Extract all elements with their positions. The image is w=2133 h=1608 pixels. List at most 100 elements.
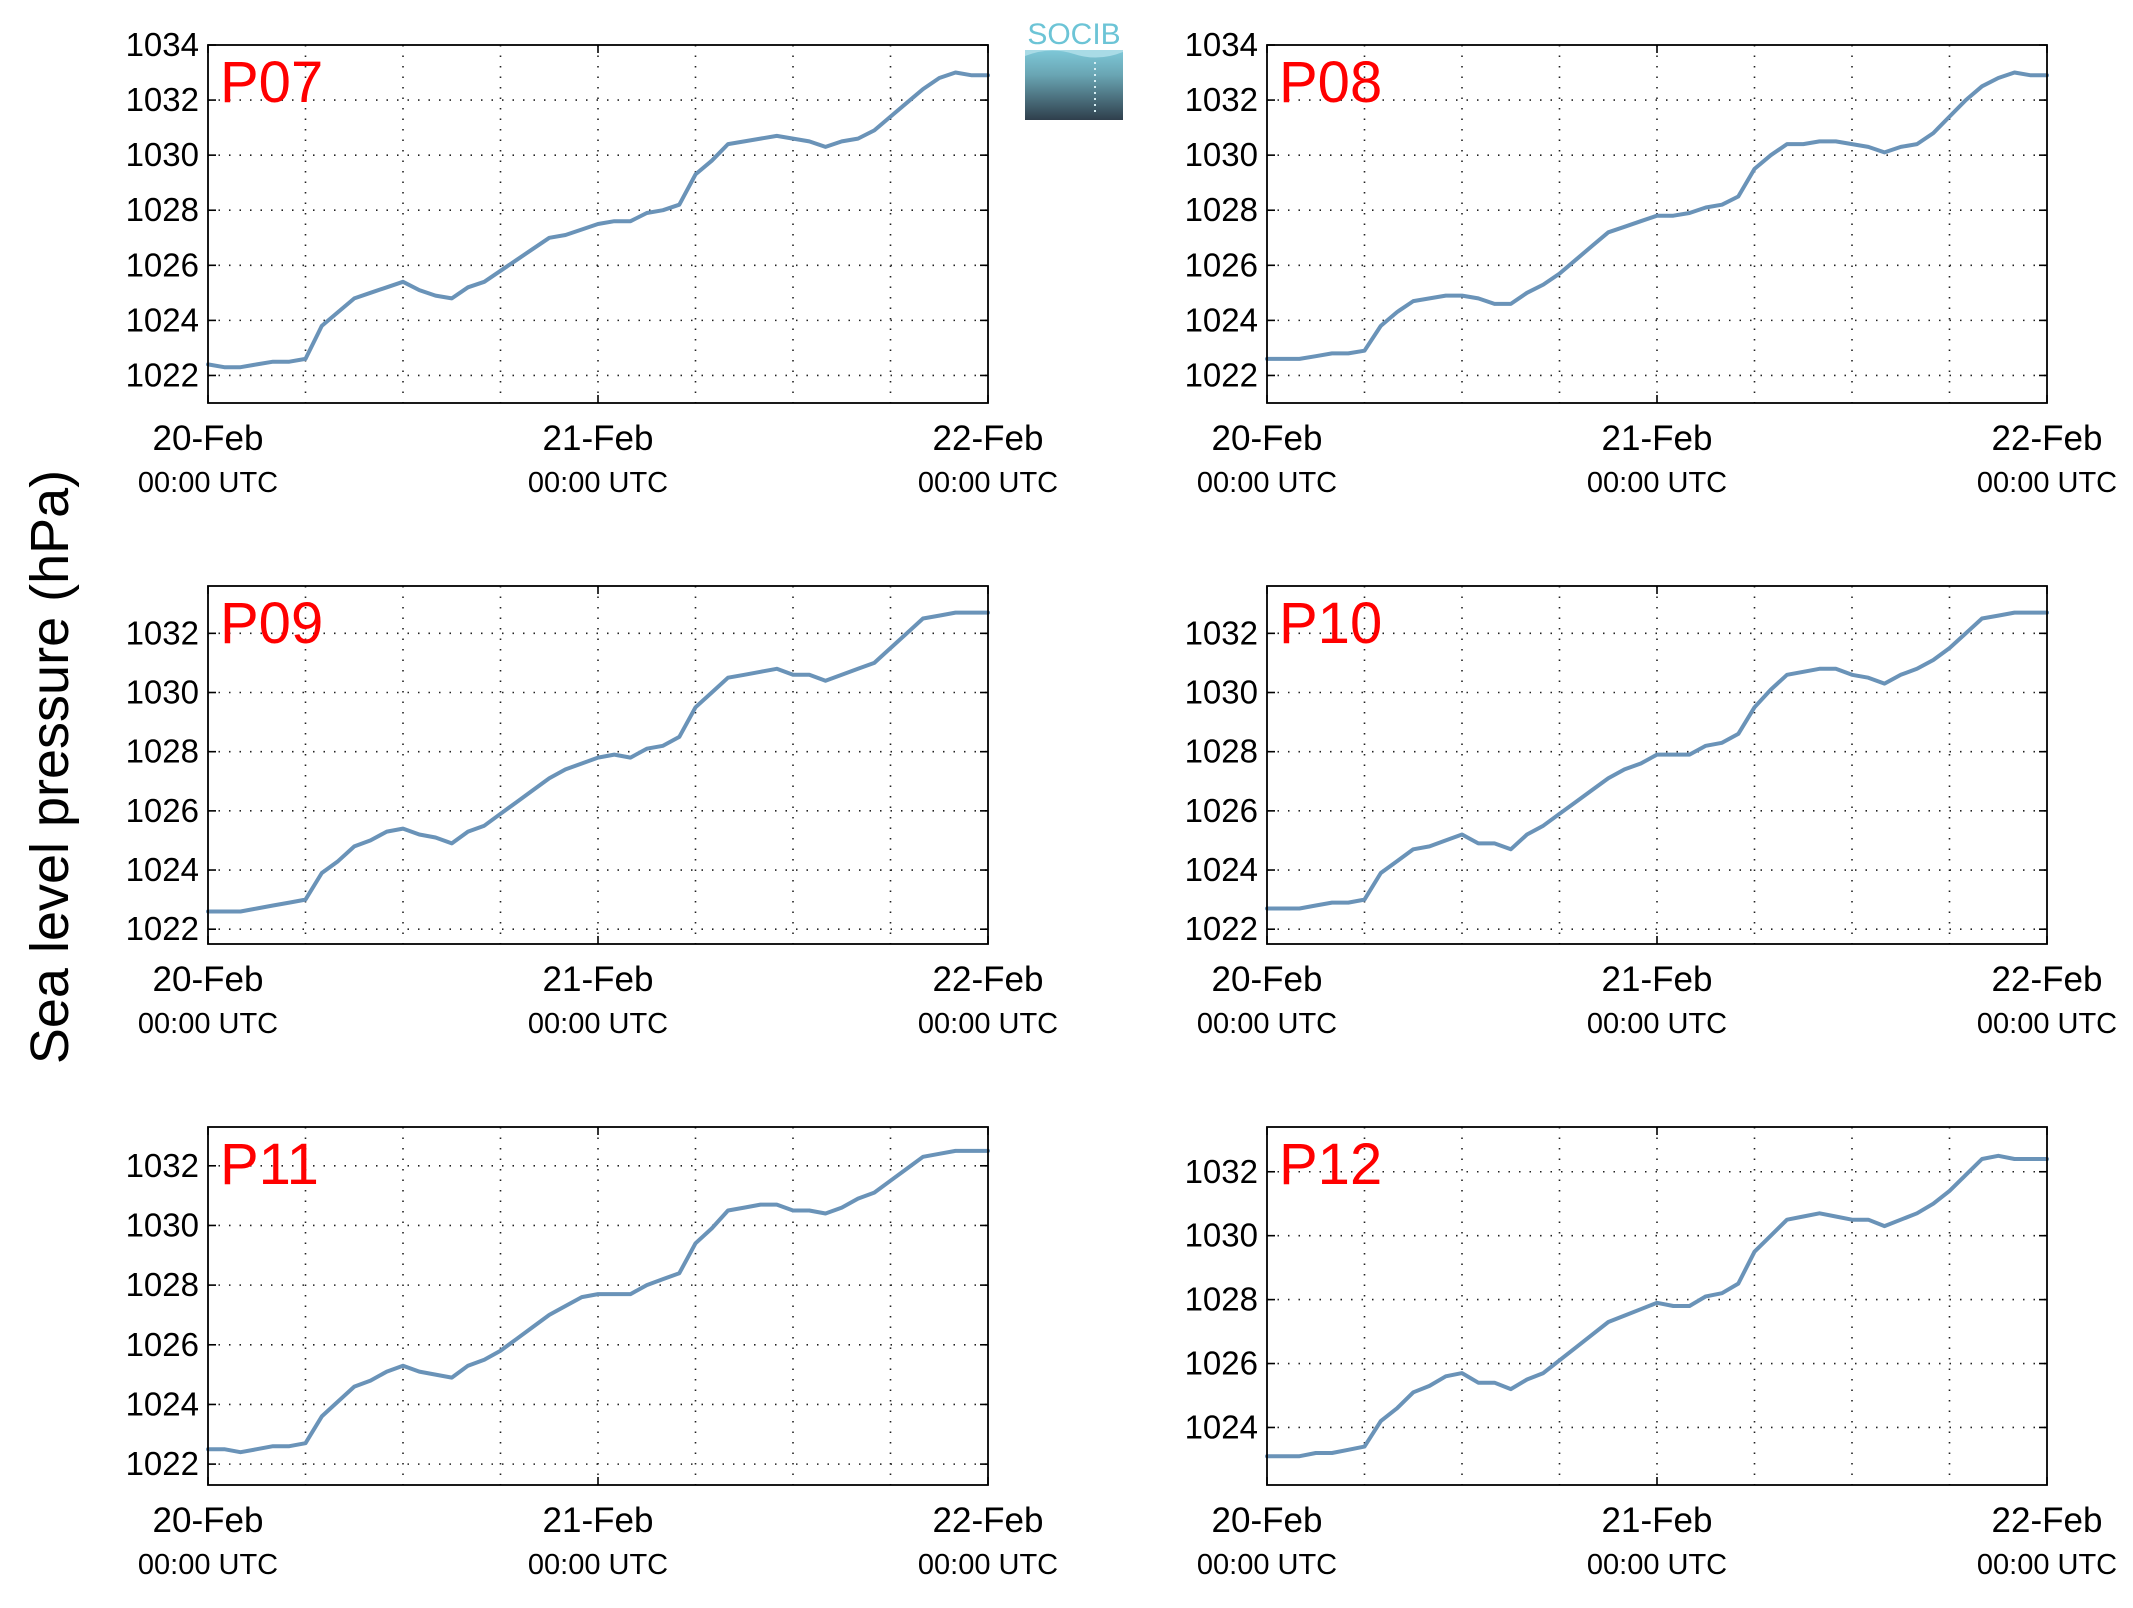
y-tick-label: 1030 bbox=[1185, 674, 1258, 711]
logo-text: SOCIB bbox=[1027, 18, 1120, 51]
x-tick-label-time: 00:00 UTC bbox=[1197, 467, 1337, 499]
x-tick-label-day: 21-Feb bbox=[1602, 960, 1713, 999]
x-tick-label-time: 00:00 UTC bbox=[1197, 1549, 1337, 1581]
x-tick-label-time: 00:00 UTC bbox=[138, 1008, 278, 1040]
axes-frame bbox=[1266, 1126, 2048, 1486]
y-tick-label: 1032 bbox=[126, 1147, 199, 1184]
series-line bbox=[206, 610, 990, 914]
axes-frame bbox=[207, 585, 989, 945]
axes-frame bbox=[207, 44, 989, 404]
y-tick-label: 1032 bbox=[1185, 614, 1258, 651]
y-tick-label: 1026 bbox=[126, 1326, 199, 1363]
y-tick-label: 1028 bbox=[126, 1266, 199, 1303]
y-tick-label: 1024 bbox=[126, 1385, 199, 1422]
y-tick-label: 1034 bbox=[126, 26, 199, 63]
socib-logo: SOCIB bbox=[1025, 18, 1123, 120]
y-tick-label: 1022 bbox=[126, 910, 199, 947]
panel-title: P11 bbox=[220, 1132, 319, 1197]
y-tick-label: 1024 bbox=[1185, 1408, 1258, 1445]
x-tick-label-day: 20-Feb bbox=[153, 419, 264, 458]
x-tick-label-day: 22-Feb bbox=[1992, 1501, 2103, 1540]
series-line bbox=[1265, 70, 2049, 361]
panel-p07: 1022 1024 1026 1028 1030 1032 1034 20-Feb 00:00 … bbox=[126, 26, 1059, 499]
panel-title: P10 bbox=[1279, 591, 1382, 656]
y-axis-label: Sea level pressure (hPa) bbox=[20, 470, 80, 1064]
y-tick-label: 1022 bbox=[126, 1445, 199, 1482]
y-tick-label: 1024 bbox=[126, 851, 199, 888]
x-tick-label-day: 20-Feb bbox=[153, 1501, 264, 1540]
panel-p10: 1022 1024 1026 1028 1030 1032 20-Feb 00:00 UTC 2… bbox=[1185, 585, 2117, 1040]
panel-title: P07 bbox=[220, 50, 323, 115]
x-tick-label-day: 22-Feb bbox=[933, 419, 1044, 458]
y-tick-label: 1032 bbox=[1185, 1153, 1258, 1190]
x-tick-label-time: 00:00 UTC bbox=[1977, 1008, 2117, 1040]
y-tick-label: 1026 bbox=[1185, 246, 1258, 283]
y-tick-label: 1024 bbox=[1185, 851, 1258, 888]
x-tick-label-day: 21-Feb bbox=[543, 419, 654, 458]
x-tick-label-day: 22-Feb bbox=[1992, 419, 2103, 458]
x-tick-label-day: 22-Feb bbox=[933, 1501, 1044, 1540]
panel-title: P12 bbox=[1279, 1132, 1382, 1197]
series-line bbox=[1265, 1153, 2049, 1459]
x-tick-label-time: 00:00 UTC bbox=[1977, 1549, 2117, 1581]
y-tick-label: 1030 bbox=[1185, 1217, 1258, 1254]
y-tick-label: 1024 bbox=[126, 301, 199, 338]
logo-block bbox=[1025, 50, 1123, 120]
panel-title: P09 bbox=[220, 591, 323, 656]
x-tick-label-time: 00:00 UTC bbox=[528, 1008, 668, 1040]
y-tick-label: 1030 bbox=[1185, 136, 1258, 173]
x-tick-label-time: 00:00 UTC bbox=[1587, 1008, 1727, 1040]
panel-p09: 1022 1024 1026 1028 1030 1032 20-Feb 00:00 UTC 2… bbox=[126, 585, 1058, 1040]
series-line bbox=[206, 70, 990, 370]
x-tick-label-time: 00:00 UTC bbox=[1197, 1008, 1337, 1040]
x-tick-label-day: 22-Feb bbox=[1992, 960, 2103, 999]
series-line bbox=[1265, 610, 2049, 911]
y-tick-label: 1028 bbox=[126, 733, 199, 770]
x-tick-label-time: 00:00 UTC bbox=[1587, 1549, 1727, 1581]
x-tick-label-day: 20-Feb bbox=[153, 960, 264, 999]
y-tick-label: 1024 bbox=[1185, 301, 1258, 338]
y-tick-label: 1028 bbox=[126, 191, 199, 228]
x-tick-label-day: 20-Feb bbox=[1212, 419, 1323, 458]
y-tick-label: 1030 bbox=[126, 674, 199, 711]
x-tick-label-time: 00:00 UTC bbox=[138, 1549, 278, 1581]
panel-p11: 1022 1024 1026 1028 1030 1032 20-Feb 00:00 UTC 2… bbox=[126, 1126, 1058, 1581]
panel-p08: 1022 1024 1026 1028 1030 1032 1034 20-Feb 00:00 … bbox=[1185, 26, 2118, 499]
y-tick-label: 1030 bbox=[126, 136, 199, 173]
y-tick-label: 1022 bbox=[126, 356, 199, 393]
x-tick-label-day: 21-Feb bbox=[543, 960, 654, 999]
x-tick-label-time: 00:00 UTC bbox=[1587, 467, 1727, 499]
x-tick-label-time: 00:00 UTC bbox=[528, 467, 668, 499]
x-tick-label-day: 22-Feb bbox=[933, 960, 1044, 999]
y-tick-label: 1026 bbox=[1185, 792, 1258, 829]
x-tick-label-time: 00:00 UTC bbox=[1977, 467, 2117, 499]
x-tick-label-time: 00:00 UTC bbox=[918, 1008, 1058, 1040]
axes-frame bbox=[207, 1126, 989, 1486]
axes-frame bbox=[1266, 44, 2048, 404]
x-tick-label-time: 00:00 UTC bbox=[918, 1549, 1058, 1581]
panel-p12: 1024 1026 1028 1030 1032 20-Feb 00:00 UTC 21-Fe… bbox=[1185, 1126, 2117, 1581]
y-tick-label: 1030 bbox=[126, 1206, 199, 1243]
x-tick-label-day: 21-Feb bbox=[1602, 1501, 1713, 1540]
panel-title: P08 bbox=[1279, 50, 1382, 115]
y-tick-label: 1032 bbox=[126, 81, 199, 118]
y-tick-label: 1034 bbox=[1185, 26, 1258, 63]
x-tick-label-day: 20-Feb bbox=[1212, 1501, 1323, 1540]
y-tick-label: 1022 bbox=[1185, 910, 1258, 947]
y-tick-label: 1026 bbox=[126, 246, 199, 283]
y-tick-label: 1026 bbox=[1185, 1345, 1258, 1382]
panels: 1022 1024 1026 1028 1030 1032 1034 20-Feb 00:00 … bbox=[126, 26, 2118, 1581]
x-tick-label-time: 00:00 UTC bbox=[918, 467, 1058, 499]
logo-wave bbox=[1025, 50, 1123, 58]
x-tick-label-time: 00:00 UTC bbox=[528, 1549, 668, 1581]
x-tick-label-day: 21-Feb bbox=[1602, 419, 1713, 458]
y-tick-label: 1028 bbox=[1185, 733, 1258, 770]
y-tick-label: 1028 bbox=[1185, 1281, 1258, 1318]
y-tick-label: 1026 bbox=[126, 792, 199, 829]
y-tick-label: 1028 bbox=[1185, 191, 1258, 228]
x-tick-label-day: 20-Feb bbox=[1212, 960, 1323, 999]
x-tick-label-time: 00:00 UTC bbox=[138, 467, 278, 499]
y-tick-label: 1032 bbox=[1185, 81, 1258, 118]
y-tick-label: 1032 bbox=[126, 614, 199, 651]
